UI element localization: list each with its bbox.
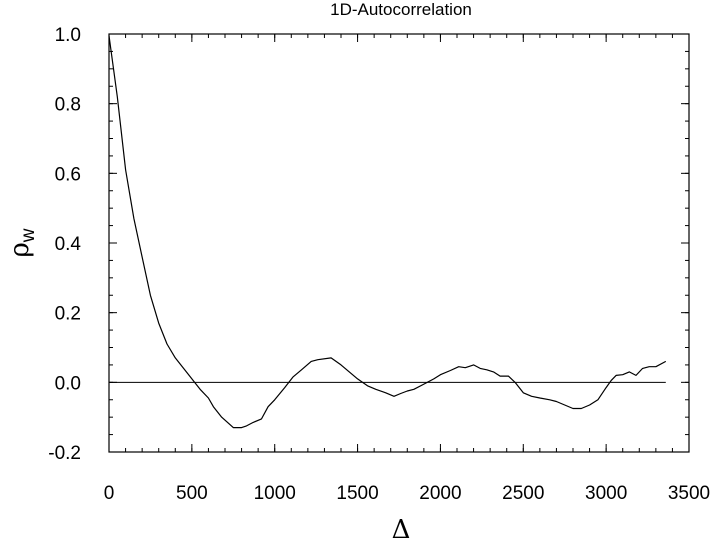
chart-title: 1D-Autocorrelation — [330, 0, 472, 19]
x-tick-label: 2000 — [419, 483, 461, 504]
plot-frame — [108, 33, 690, 453]
y-tick-label: 0.0 — [55, 373, 81, 394]
x-tick-label: 2500 — [502, 483, 544, 504]
x-tick-label: 3000 — [585, 483, 627, 504]
y-tick-label: -0.2 — [48, 443, 81, 464]
y-tick-label: 0.6 — [55, 164, 81, 185]
y-axis-label-subscript: w — [18, 228, 39, 243]
axis-ticks — [108, 33, 690, 453]
y-tick-label: 0.2 — [55, 304, 81, 325]
y-tick-label: 0.8 — [55, 95, 81, 116]
tick-labels: 0 500 1000 1500 2000 2500 3000 3500 -0.2 0.0 0.2 0.… — [48, 25, 710, 504]
svg-text:ρw: ρw — [5, 228, 39, 257]
y-axis-label: ρw — [5, 228, 39, 257]
x-tick-label: 3500 — [668, 483, 710, 504]
x-tick-label: 1000 — [254, 483, 296, 504]
y-tick-label: 1.0 — [55, 25, 81, 46]
x-tick-label: 500 — [176, 483, 208, 504]
series-line — [108, 35, 667, 429]
y-tick-label: 0.4 — [55, 234, 82, 255]
x-tick-label: 1500 — [336, 483, 378, 504]
y-axis-label-symbol: ρ — [5, 242, 35, 257]
x-tick-label: 0 — [104, 483, 115, 504]
x-axis-label: Δ — [392, 515, 411, 541]
